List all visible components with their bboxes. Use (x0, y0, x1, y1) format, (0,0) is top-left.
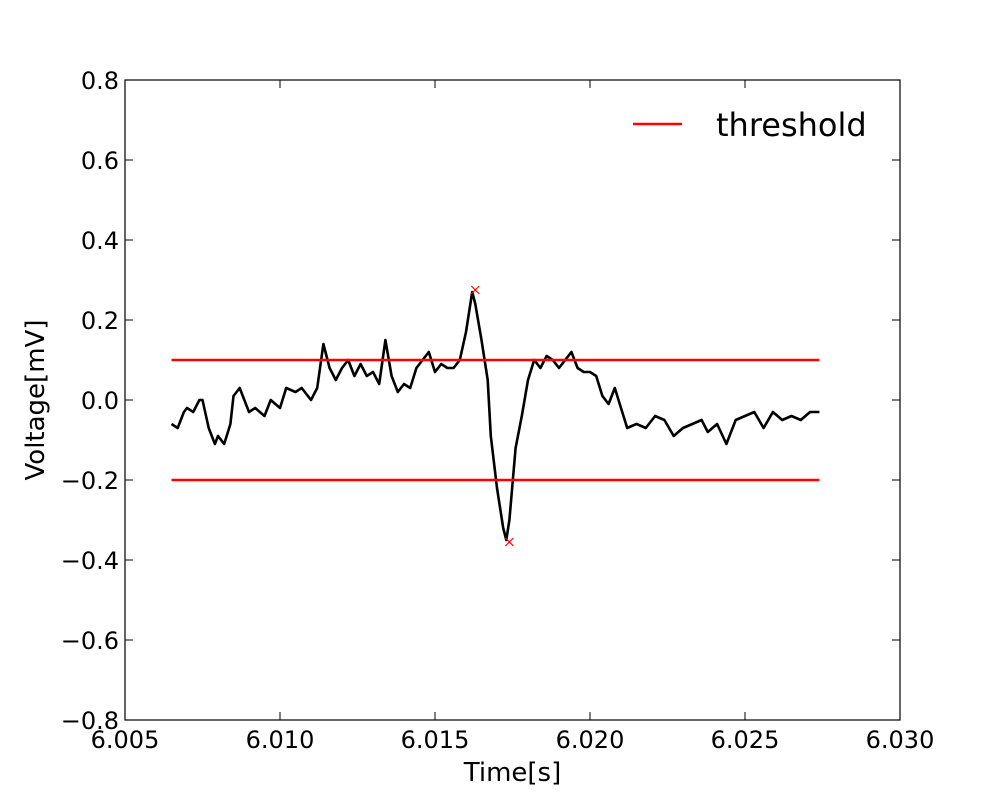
y-tick-label: 0.4 (81, 227, 119, 255)
y-tick-label: −0.4 (61, 547, 119, 575)
y-tick-label: −0.2 (61, 467, 119, 495)
peak-marker-stroke (504, 537, 514, 547)
plot-frame (124, 79, 901, 721)
x-tick-label: 6.025 (711, 726, 780, 754)
y-axis-label: Voltage[mV] (21, 320, 51, 481)
y-tick-label: −0.6 (61, 627, 119, 655)
y-tick-label: −0.8 (61, 707, 119, 735)
peak-marker-stroke (470, 285, 480, 295)
signal-line (170, 290, 820, 542)
legend: threshold (633, 106, 867, 144)
y-tick-label: 0.8 (81, 67, 119, 95)
x-tick-label: 6.005 (91, 726, 160, 754)
x-tick-label: 6.020 (556, 726, 625, 754)
x-axis-label: Time[s] (463, 758, 561, 788)
legend-label-threshold: threshold (716, 106, 867, 144)
y-tick-label: 0.0 (81, 387, 119, 415)
x-tick-label: 6.010 (246, 726, 315, 754)
y-tick-label: 0.2 (81, 307, 119, 335)
peak-marker-0 (470, 285, 480, 295)
x-tick-label: 6.030 (866, 726, 935, 754)
peak-marker-1 (504, 537, 514, 547)
y-tick-label: 0.6 (81, 147, 119, 175)
x-tick-label: 6.015 (401, 726, 470, 754)
